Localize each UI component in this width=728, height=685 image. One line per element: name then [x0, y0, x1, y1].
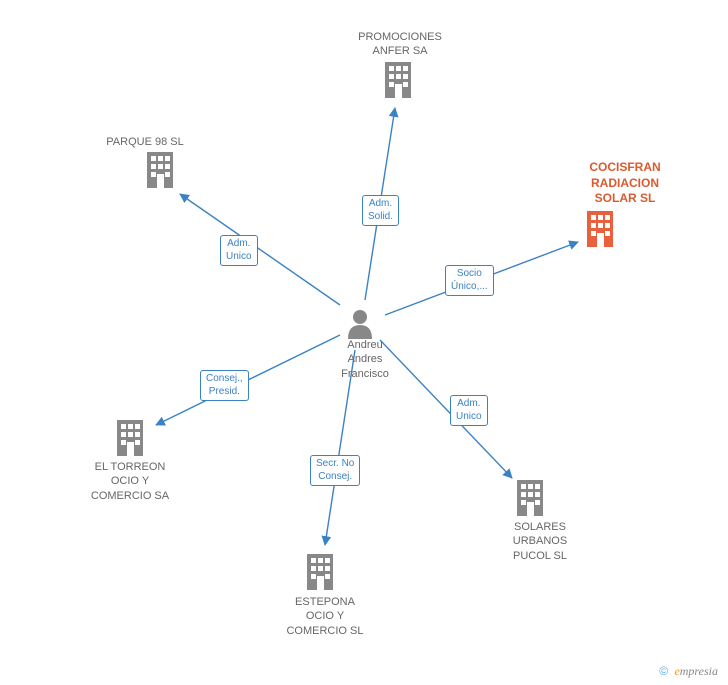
- building-icon: [385, 62, 411, 98]
- company-label: PARQUE 98 SL: [95, 135, 195, 149]
- company-node[interactable]: [587, 211, 613, 247]
- company-node[interactable]: [307, 554, 333, 590]
- edge-label: Adm. Unico: [450, 395, 488, 426]
- building-icon: [117, 420, 143, 456]
- company-node[interactable]: [117, 420, 143, 456]
- company-label: SOLARESURBANOSPUCOL SL: [490, 520, 590, 563]
- edge-label: Consej., Presid.: [200, 370, 249, 401]
- copyright-symbol: ©: [659, 664, 668, 678]
- company-label: EL TORREONOCIO YCOMERCIO SA: [80, 460, 180, 503]
- building-icon: [587, 211, 613, 247]
- edge-line: [180, 194, 340, 305]
- company-label: COCISFRANRADIACIONSOLAR SL: [570, 160, 680, 207]
- edge-label: Secr. No Consej.: [310, 455, 360, 486]
- company-node[interactable]: [517, 480, 543, 516]
- edge-label: Adm. Unico: [220, 235, 258, 266]
- center-node-label: AndreuAndresFrancisco: [330, 338, 400, 381]
- company-node[interactable]: [147, 152, 173, 188]
- edge-label: Socio Único,...: [445, 265, 494, 296]
- company-label: PROMOCIONESANFER SA: [350, 30, 450, 59]
- company-label: ESTEPONAOCIO YCOMERCIO SL: [275, 595, 375, 638]
- building-icon: [517, 480, 543, 516]
- company-node[interactable]: [385, 62, 411, 98]
- brand-rest: mpresia: [680, 664, 718, 678]
- building-icon: [307, 554, 333, 590]
- building-icon: [147, 152, 173, 188]
- edge-label: Adm. Solid.: [362, 195, 399, 226]
- footer-credit: © empresia: [659, 664, 718, 679]
- person-icon: [348, 310, 372, 339]
